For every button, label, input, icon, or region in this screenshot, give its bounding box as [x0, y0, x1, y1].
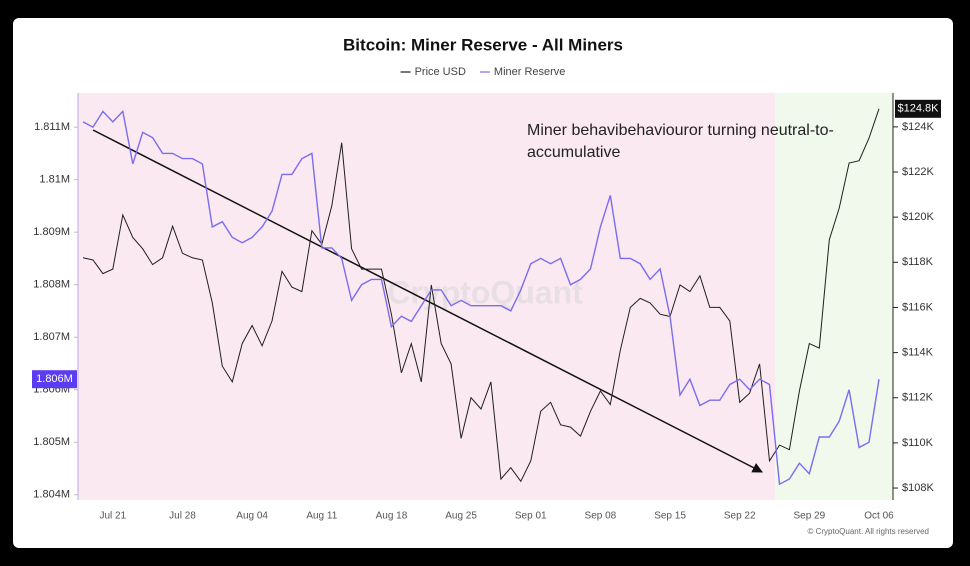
y-tick-label: 1.81M — [39, 174, 70, 186]
value-tag-label: $124.8K — [898, 103, 940, 115]
value-tag-bg — [32, 370, 77, 389]
chart-title: Bitcoin: Miner Reserve - All Miners — [343, 35, 623, 54]
y-tick-label: 1.809M — [33, 226, 70, 238]
legend: Price USD Miner Reserve — [400, 66, 566, 78]
value-tag: $124.8K — [895, 99, 941, 118]
y-tick-label: 1.804M — [33, 489, 70, 501]
trend-arrow — [92, 129, 763, 473]
x-tick-label: Aug 04 — [236, 511, 268, 522]
y2-tick-label: $114K — [902, 347, 934, 359]
y-tick-label: 1.807M — [33, 331, 70, 343]
y2-tick-label: $112K — [902, 392, 934, 404]
y2-tick-label: $124K — [902, 121, 934, 133]
y-tick-label: 1.805M — [33, 436, 70, 448]
y-tick-label: 1.808M — [33, 279, 70, 291]
y2-tick-label: $116K — [902, 301, 934, 313]
x-tick-label: Sep 15 — [654, 511, 686, 522]
x-tick-label: Aug 18 — [376, 511, 408, 522]
x-tick-label: Sep 01 — [515, 511, 547, 522]
x-tick-label: Sep 29 — [793, 511, 825, 522]
x-tick-label: Jul 21 — [100, 511, 127, 522]
y2-tick-label: $108K — [902, 482, 934, 494]
series-line — [82, 109, 880, 486]
bullish-zone — [775, 93, 893, 500]
legend-label: Miner Reserve — [494, 66, 566, 78]
x-tick-label: Jul 28 — [169, 511, 196, 522]
y2-tick-label: $118K — [902, 256, 934, 268]
y2-tick-label: $120K — [902, 211, 934, 223]
x-tick-label: Oct 06 — [864, 511, 894, 522]
y2-tick-label: $122K — [902, 166, 934, 178]
value-tag-label: 1.806M — [36, 373, 73, 385]
y2-tick-label: $110K — [902, 437, 934, 449]
y-tick-label: 1.811M — [34, 121, 70, 133]
series-line — [82, 108, 880, 483]
watermark: CryptoQuant — [387, 274, 583, 310]
x-tick-label: Sep 22 — [724, 511, 756, 522]
x-tick-label: Aug 25 — [445, 511, 477, 522]
annotation: Miner behavibehaviouror turning neutral-… — [527, 122, 834, 161]
value-tag: 1.806M — [32, 370, 77, 389]
value-tag-bg — [895, 99, 941, 118]
x-tick-label: Sep 08 — [585, 511, 617, 522]
legend-label: Price USD — [415, 66, 466, 78]
x-tick-label: Aug 11 — [306, 511, 337, 522]
credit: © CryptoQuant. All rights reserved — [808, 527, 930, 536]
